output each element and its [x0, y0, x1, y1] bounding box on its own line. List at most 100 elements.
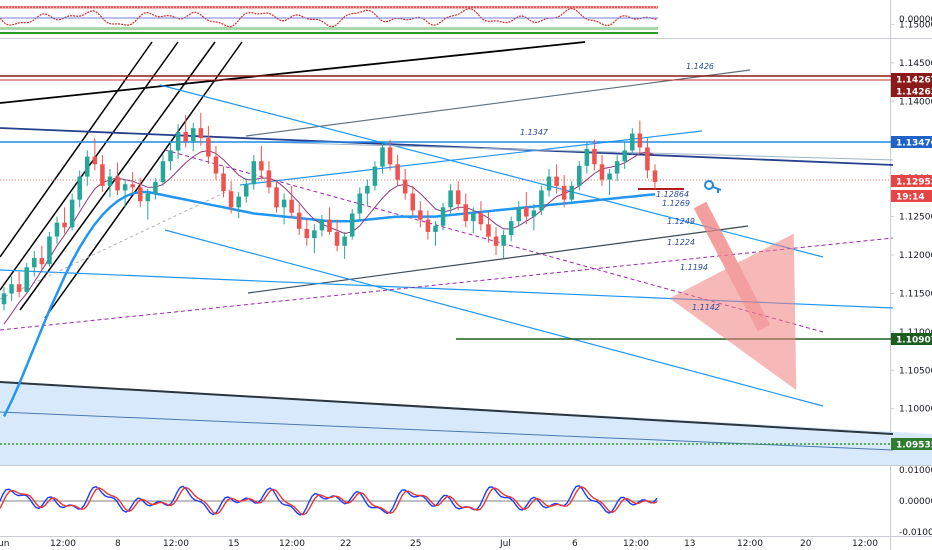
time-tick: 22	[340, 539, 351, 549]
forecast-arrow	[669, 201, 797, 391]
candle-body	[319, 219, 325, 231]
candle-body	[289, 199, 294, 213]
price-tick: 1.14000	[899, 97, 932, 107]
level-annotation: 1.1426	[686, 62, 714, 71]
top-osc-band-lower	[0, 27, 658, 30]
price-tick: 1.12500	[899, 213, 932, 223]
candle-body	[554, 176, 559, 186]
price-tick: 1.15000	[899, 20, 932, 30]
candle-body	[471, 213, 476, 222]
price-badge-bg	[891, 333, 932, 345]
candle-body	[357, 193, 363, 214]
gray-lower-line	[247, 225, 749, 294]
candle-body	[402, 179, 408, 194]
candle-body	[32, 258, 37, 268]
candle-body	[372, 166, 378, 186]
candle-body	[92, 156, 98, 165]
time-tick: 25	[410, 539, 421, 549]
candle-body	[448, 190, 453, 208]
candle-body	[516, 207, 522, 222]
key-icon	[704, 180, 722, 193]
candle-body	[16, 284, 22, 292]
price-badge: 1.14267	[896, 76, 932, 86]
candle-body	[334, 231, 340, 246]
candle-body	[47, 236, 52, 265]
candle-body	[221, 173, 226, 192]
candle-body	[1, 293, 7, 305]
candle-body	[251, 161, 257, 185]
light-gray-line	[259, 141, 894, 161]
price-badge-bg	[891, 175, 932, 187]
candle-body	[228, 191, 234, 208]
blue-rising-line	[239, 130, 703, 186]
candle-body	[137, 187, 143, 202]
candle-body	[607, 173, 612, 180]
purple-dashed-up	[0, 237, 894, 331]
candle-body	[122, 184, 128, 191]
price-badge: 1.13470	[896, 139, 932, 149]
candle-body	[39, 258, 45, 265]
time-tick: 12:00	[737, 539, 763, 549]
candle-body	[524, 207, 529, 217]
candle-body	[455, 190, 461, 205]
candle-body	[637, 133, 643, 148]
candle-body	[236, 196, 241, 208]
bottom-osc-red	[0, 486, 658, 516]
candle-body	[652, 170, 658, 182]
level-annotation: 1.1224	[667, 238, 695, 247]
candle-body	[175, 132, 181, 151]
candle-body	[577, 165, 582, 186]
candle-body	[380, 147, 385, 167]
candle-body	[342, 236, 347, 246]
candle-body	[183, 132, 188, 142]
candle-body	[493, 236, 499, 246]
candle-body	[645, 147, 650, 171]
time-scale: un 12:00 8 12:00 15 12:00 22 25 Jul 6 12:00 13 12:00…	[0, 539, 878, 549]
time-tick: 12:00	[852, 539, 878, 549]
candle-body	[630, 133, 635, 151]
time-tick: 12:00	[279, 539, 305, 549]
candle-body	[62, 222, 67, 228]
navy-resistance-line	[0, 127, 894, 166]
candle-body	[100, 164, 105, 186]
candle-body	[349, 213, 355, 237]
candle-body	[130, 184, 135, 188]
level-annotation: 1.1142	[692, 303, 720, 312]
candle-body	[478, 213, 484, 225]
candle-body	[77, 176, 82, 200]
candle-body	[281, 199, 287, 208]
candle-body	[213, 156, 219, 174]
candle-body	[501, 235, 506, 246]
price-tick: 1.12000	[899, 251, 932, 261]
top-oscillator	[0, 6, 658, 34]
level-annotation: 1.1249	[667, 217, 695, 226]
candle-body	[584, 148, 590, 166]
price-badge: 19:14	[896, 193, 925, 203]
price-badge: 1.12952	[896, 178, 932, 188]
candle-body	[592, 148, 597, 165]
candle-body	[259, 161, 264, 171]
price-badges: 1.14267 1.14263 1.13470 1.12952 19:14 1.10907…	[891, 73, 932, 451]
candles	[1, 112, 658, 311]
candle-body	[440, 207, 446, 226]
candle-body	[561, 185, 567, 200]
price-badge-bg	[891, 136, 932, 148]
price-badge: 1.14263	[896, 88, 932, 98]
candle-body	[387, 147, 393, 165]
level-annotation: 1.1269	[662, 199, 690, 208]
bottom-oscillator	[0, 484, 658, 516]
candle-body	[54, 222, 60, 237]
candle-body	[418, 210, 423, 220]
black-channel-line-4	[44, 41, 243, 319]
time-tick: Jul	[499, 539, 511, 549]
candle-body	[274, 187, 279, 208]
candle-body	[599, 164, 605, 180]
price-tick: 1.14500	[899, 59, 932, 69]
